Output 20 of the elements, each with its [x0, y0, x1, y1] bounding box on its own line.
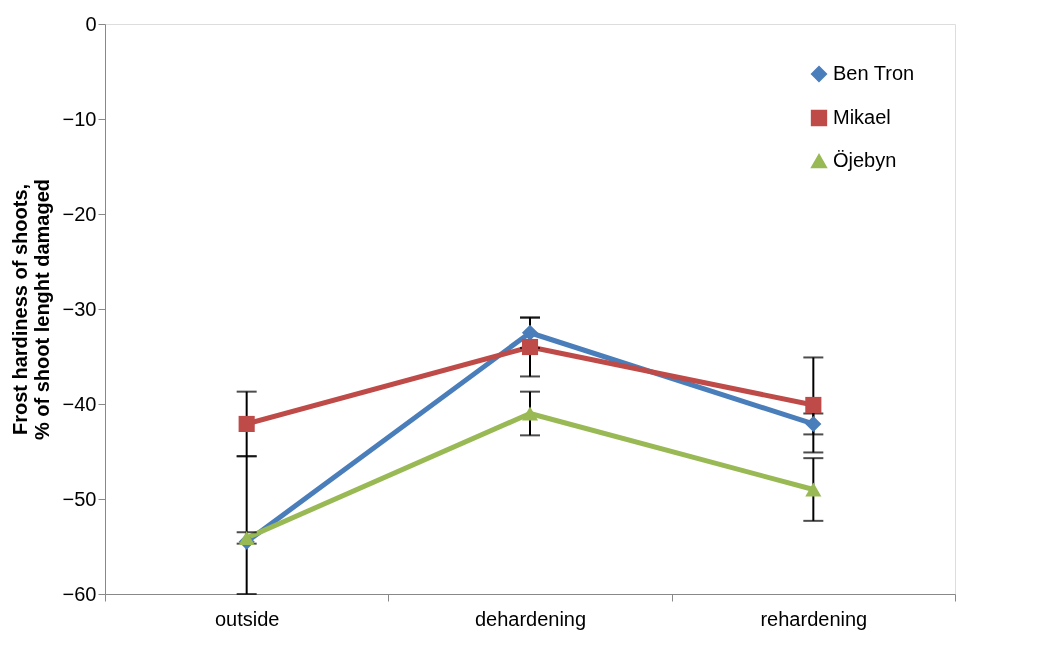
- point: [521, 324, 539, 341]
- x-tick-label: outside: [214, 607, 280, 630]
- point: [238, 415, 255, 433]
- y-axis-title: Frost hardiness of shoots, % of shoot lenght damaged: [8, 178, 53, 441]
- legend-label: Öjebyn: [833, 149, 897, 171]
- x-tick-label: dehardening: [474, 607, 587, 630]
- legend-label: Mikael: [833, 106, 891, 128]
- point: [805, 482, 822, 497]
- y-tick-label: 0: [85, 12, 97, 35]
- y-tick-label: −20: [62, 202, 97, 225]
- y-tick-label: −60: [62, 582, 97, 605]
- point: [521, 406, 539, 421]
- y-tick-label: −50: [62, 487, 97, 510]
- legend-label: Ben Tron: [833, 62, 915, 84]
- y-tick-label: −40: [62, 392, 97, 415]
- point: [805, 396, 822, 414]
- y-tick-label: −30: [62, 297, 97, 320]
- point: [521, 338, 539, 356]
- y-tick-label: −10: [62, 107, 97, 130]
- x-tick-label: rehardening: [760, 607, 868, 630]
